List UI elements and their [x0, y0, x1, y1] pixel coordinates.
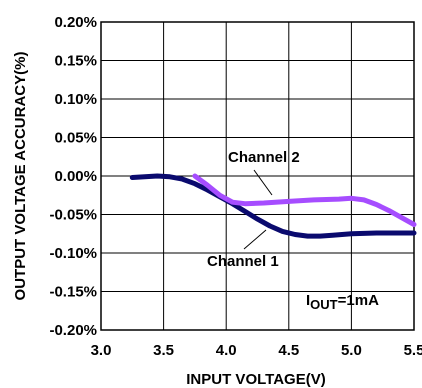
- x-tick-label: 5.0: [341, 342, 362, 359]
- y-tick-label: 0.00%: [54, 168, 97, 185]
- y-tick-label: 0.15%: [54, 53, 97, 70]
- y-tick-label: 0.10%: [54, 91, 97, 108]
- channel2-label: Channel 2: [228, 149, 300, 166]
- iout-main: I: [306, 292, 310, 309]
- y-tick-label: -0.15%: [49, 284, 97, 301]
- channel2-leader: [253, 169, 273, 196]
- channel1-label: Channel 1: [207, 253, 279, 270]
- channel1-leader: [243, 229, 267, 250]
- x-tick-label: 4.5: [278, 342, 299, 359]
- x-tick-label: 4.0: [216, 342, 237, 359]
- series-group: [129, 173, 417, 239]
- y-axis-title: OUTPUT VOLTAGE ACCURACY(%): [12, 52, 29, 301]
- y-tick-label: 0.05%: [54, 130, 97, 147]
- iout-sub: OUT: [310, 297, 338, 312]
- y-tick-label: 0.20%: [54, 14, 97, 31]
- tick-labels: 3.0 3.5 4.0 4.5 5.0 5.5 0.20% 0.15% 0.10% 0.05% 0.…: [49, 14, 422, 359]
- iout-annotation: IOUT=1mA: [306, 292, 379, 312]
- x-tick-label: 3.0: [91, 342, 112, 359]
- iout-rest: =1mA: [338, 292, 379, 309]
- plot-frame: [100, 21, 415, 331]
- y-tick-label: -0.20%: [49, 322, 97, 339]
- series-line-2: [192, 173, 417, 227]
- x-tick-label: 3.5: [153, 342, 174, 359]
- grid: [101, 22, 414, 330]
- y-tick-label: -0.10%: [49, 245, 97, 262]
- x-tick-label: 5.5: [404, 342, 422, 359]
- x-axis-title: INPUT VOLTAGE(V): [186, 371, 325, 388]
- y-tick-label: -0.05%: [49, 207, 97, 224]
- series-line-1: [129, 173, 417, 239]
